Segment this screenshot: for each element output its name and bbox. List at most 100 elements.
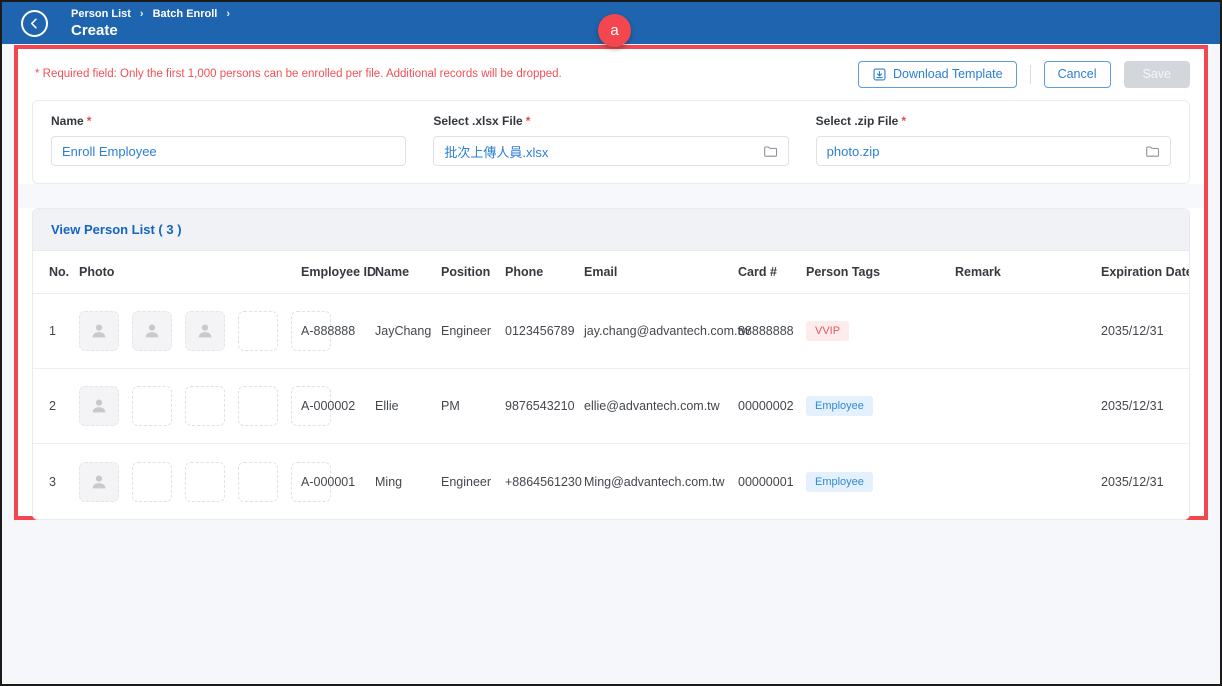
column-header-email: Email (584, 265, 618, 279)
photo-empty-slot[interactable] (185, 461, 225, 502)
folder-icon[interactable] (1145, 144, 1160, 159)
column-header-name: Name (375, 265, 410, 279)
column-header-person-tags: Person Tags (806, 265, 881, 279)
zip-file-input[interactable]: photo.zip (815, 136, 1171, 166)
zip-file-value: photo.zip (826, 143, 880, 159)
save-button[interactable]: Save (1123, 60, 1190, 88)
cell-name: Ming (375, 474, 403, 489)
view-person-list-title: View Person List ( 3 ) (51, 222, 182, 237)
cell-name: JayChang (375, 324, 432, 338)
cell-phone: 0123456789 (505, 324, 575, 338)
table-row: 2 A-000002 Ellie PM 9876543210 ellie@advantec… (33, 369, 1189, 444)
column-header-no: No. (49, 265, 70, 279)
table-row: 3 A-000001 Ming Engineer +8864561230 Ming@adv… (33, 444, 1189, 519)
required-asterisk: * (525, 114, 531, 128)
annotation-badge-a: a (598, 14, 631, 47)
toolbar-divider (1029, 64, 1031, 84)
cell-card-number: 00000001 (738, 474, 794, 489)
person-table-header: No. Photo Employee ID Name Position Phone Emai… (33, 251, 1189, 294)
cell-name: Ellie (375, 399, 399, 413)
column-header-position: Position (441, 265, 491, 279)
cell-position: PM (441, 399, 460, 413)
breadcrumb: Person List › Batch Enroll › Create (71, 8, 230, 39)
photo-empty-slot[interactable] (291, 311, 331, 351)
photo-cell (79, 386, 331, 426)
person-list-card: View Person List ( 3 ) No. Photo Employee … (32, 208, 1190, 520)
download-icon (873, 68, 886, 81)
column-header-photo: Photo (79, 265, 115, 279)
cell-employee-id: A-888888 (301, 324, 356, 338)
cell-phone: +8864561230 (505, 474, 582, 489)
photo-empty-slot[interactable] (291, 461, 331, 502)
cell-no: 2 (49, 399, 56, 413)
cell-phone: 9876543210 (505, 399, 575, 413)
cell-position: Engineer (441, 324, 492, 338)
photo-placeholder[interactable] (132, 311, 172, 351)
xlsx-file-input[interactable]: 批次上傳人員.xlsx (433, 136, 789, 166)
required-field-warning: * Required field: Only the first 1,000 p… (35, 68, 562, 80)
chevron-left-icon (30, 18, 37, 28)
cell-expiration-date: 2035/12/31 (1101, 399, 1164, 413)
toolbar-actions: Download Template Cancel Save (858, 60, 1190, 88)
name-field-group: Name * Enroll Employee (51, 114, 407, 166)
person-tag-badge: Employee (806, 396, 873, 416)
column-header-employee-id: Employee ID (301, 265, 377, 279)
cell-card-number: 88888888 (738, 324, 794, 338)
cancel-button[interactable]: Cancel (1043, 60, 1111, 88)
name-label: Name * (51, 114, 92, 128)
photo-empty-slot[interactable] (238, 461, 278, 502)
cell-employee-id: A-000001 (301, 474, 356, 489)
cell-no: 1 (49, 324, 56, 338)
cell-employee-id: A-000002 (301, 399, 356, 413)
folder-icon[interactable] (763, 144, 778, 159)
person-silhouette-icon (92, 324, 106, 338)
column-header-remark: Remark (955, 265, 1001, 279)
xlsx-file-value: 批次上傳人員.xlsx (444, 144, 549, 160)
person-tag-badge: Employee (806, 471, 873, 492)
person-silhouette-icon (145, 324, 159, 338)
photo-placeholder[interactable] (185, 311, 225, 351)
breadcrumb-batch-enroll[interactable]: Batch Enroll (152, 7, 218, 20)
zip-label: Select .zip File * (815, 114, 907, 128)
person-silhouette-icon (92, 475, 106, 488)
photo-placeholder[interactable] (79, 311, 119, 351)
cell-expiration-date: 2035/12/31 (1101, 324, 1164, 338)
breadcrumb-separator-icon: › (139, 7, 144, 20)
download-template-button[interactable]: Download Template (858, 60, 1017, 88)
cell-person-tags: Employee (806, 396, 955, 416)
page-title: Create (71, 21, 118, 39)
zip-field-group: Select .zip File * photo.zip (815, 114, 1171, 166)
section-gap (18, 184, 1204, 208)
cell-card-number: 00000002 (738, 399, 794, 413)
photo-empty-slot[interactable] (291, 386, 331, 426)
cell-no: 3 (49, 474, 56, 489)
photo-placeholder[interactable] (79, 461, 119, 502)
photo-empty-slot[interactable] (238, 386, 278, 426)
photo-placeholder[interactable] (79, 386, 119, 426)
cell-email: ellie@advantech.com.tw (584, 399, 720, 413)
person-silhouette-icon (92, 399, 106, 413)
xlsx-label: Select .xlsx File * (433, 114, 531, 128)
download-template-label: Download Template (893, 67, 1003, 81)
breadcrumb-person-list[interactable]: Person List (71, 7, 131, 20)
photo-cell (79, 311, 331, 351)
column-header-phone: Phone (505, 265, 544, 279)
person-silhouette-icon (198, 324, 212, 338)
cell-email: Ming@advantech.com.tw (584, 474, 725, 489)
breadcrumb-separator-icon: › (226, 7, 231, 20)
name-input[interactable]: Enroll Employee (51, 136, 407, 166)
photo-empty-slot[interactable] (238, 311, 278, 351)
column-header-expiration-date: Expiration Date (1101, 265, 1190, 279)
cell-expiration-date: 2035/12/31 (1101, 474, 1164, 489)
xlsx-field-group: Select .xlsx File * 批次上傳人員.xlsx (433, 114, 789, 166)
back-button[interactable] (21, 9, 48, 37)
photo-empty-slot[interactable] (132, 461, 172, 502)
required-asterisk: * (86, 114, 92, 128)
photo-empty-slot[interactable] (185, 386, 225, 426)
column-header-card: Card # (738, 265, 777, 279)
photo-empty-slot[interactable] (132, 386, 172, 426)
person-table-body: 1 A-888888 JayChang Engineer 0123456789 jay.c… (33, 294, 1189, 519)
person-tag-badge: VVIP (806, 321, 850, 341)
batch-enroll-form: Name * Enroll Employee Select .xlsx File *… (32, 100, 1190, 184)
